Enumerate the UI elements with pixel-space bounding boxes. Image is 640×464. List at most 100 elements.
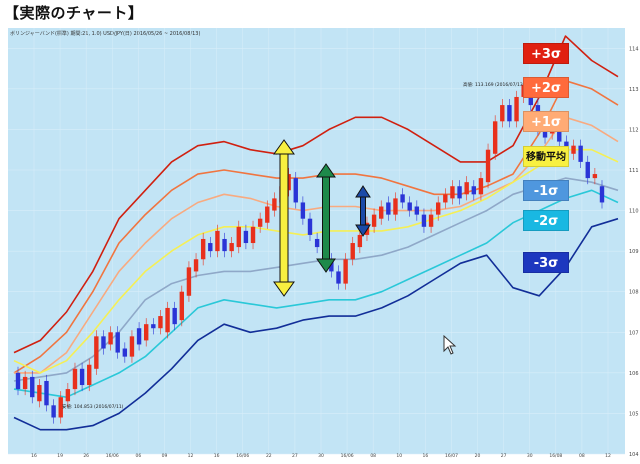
candle-body (492, 121, 498, 154)
candle-body (599, 186, 605, 203)
candle-body (471, 186, 477, 195)
chart-area: ボリンジャーバンド(標準) 期間:21, 1.0) USD/JPY(日) 201… (0, 24, 640, 460)
x-tick-label: 16/06 (106, 453, 119, 459)
candle-body (464, 182, 469, 195)
candle-body (272, 198, 277, 211)
x-tick-label: 16 (214, 453, 220, 459)
x-tick-label: 19 (57, 453, 63, 459)
x-tick-label: 08 (579, 453, 585, 459)
candle-body (193, 259, 199, 272)
candle-body (507, 105, 512, 122)
candle-body (115, 332, 120, 353)
x-tick-label: 12 (188, 453, 194, 459)
candle-body (158, 316, 163, 329)
candle-body (478, 178, 484, 195)
x-tick-label: 08 (370, 453, 376, 459)
candle-body (208, 243, 213, 252)
y-tick-label: 111 (629, 168, 639, 174)
x-tick-label: 06 (135, 453, 141, 459)
band-line-minus1sigma (13, 177, 619, 382)
candle-body (165, 307, 170, 333)
candle-body (400, 194, 405, 203)
candle-body (485, 149, 491, 183)
bollinger-chart: ボリンジャーバンド(標準) 期間:21, 1.0) USD/JPY(日) 201… (8, 28, 639, 459)
candle-body (151, 324, 156, 329)
legend-plus3sigma: +3σ (523, 43, 569, 64)
candle-body (250, 226, 256, 244)
candle-body (101, 336, 106, 349)
x-tick-label: 12 (605, 453, 611, 459)
candle-body (265, 206, 270, 223)
candle-body (357, 234, 363, 248)
candle-body (407, 202, 412, 211)
band-line-minus3sigma (13, 217, 619, 431)
x-tick-label: 16/06 (236, 453, 249, 459)
band-line-移動平均 (13, 148, 619, 374)
y-tick-label: 108 (629, 290, 639, 296)
candle-body (350, 243, 355, 260)
candle-body (414, 206, 420, 215)
y-tick-label: 106 (629, 371, 639, 377)
arrow-3sigma (273, 139, 295, 297)
candle-body (421, 214, 427, 227)
candle-body (393, 198, 398, 215)
candle-body (450, 186, 455, 199)
candle-body (22, 376, 28, 390)
band-line-plus1sigma (14, 116, 619, 374)
legend-minus1sigma: -1σ (523, 180, 569, 201)
x-tick-label: 16 (31, 453, 37, 459)
candle-body (257, 218, 263, 227)
candle-body (500, 105, 505, 122)
candle-body (300, 202, 306, 219)
page-title: 【実際のチャート】 (4, 4, 144, 22)
candle-body (44, 380, 49, 406)
x-tick-label: 27 (292, 453, 298, 459)
arrow-2sigma (316, 163, 336, 273)
y-tick-label: 114 (629, 46, 639, 52)
candle-body (557, 125, 562, 142)
chart-header: ボリンジャーバンド(標準) 期間:21, 1.0) USD/JPY(日) 201… (10, 30, 200, 37)
bollinger-bands (13, 35, 619, 431)
candle-body (72, 368, 78, 390)
low-annotation: 安値: 104.853 (2016/07/11) (62, 403, 124, 410)
candle-body (79, 368, 85, 386)
x-tick-label: 30 (527, 453, 533, 459)
band-line-plus3sigma (13, 35, 619, 354)
candle-body (443, 194, 448, 203)
legend-plus2sigma: +2σ (523, 77, 569, 98)
candle-body (179, 291, 185, 321)
x-tick-label: 16 (422, 453, 428, 459)
band-line-minus2sigma (13, 189, 619, 399)
legend-moving-average: 移動平均 (523, 146, 569, 167)
candle-body (215, 230, 220, 252)
candle-body (200, 238, 206, 260)
x-tick-label: 10 (396, 453, 402, 459)
candle-body (379, 206, 384, 219)
candle-body (94, 336, 99, 369)
y-tick-label: 109 (629, 249, 639, 255)
candle-body (592, 174, 598, 179)
candle-body (286, 174, 291, 191)
arrow-1sigma (355, 185, 371, 237)
y-tick-label: 104 (629, 452, 639, 458)
x-tick-label: 26 (83, 453, 89, 459)
x-tick-label: 22 (266, 453, 272, 459)
legend-minus2sigma: -2σ (523, 210, 569, 231)
candle-body (136, 328, 142, 345)
candle-body (585, 161, 590, 179)
candle-body (435, 202, 441, 215)
candle-body (30, 376, 35, 398)
x-tick-label: 16/06 (341, 453, 354, 459)
high-annotation: 高値: 113.169 (2016/07/13) (463, 81, 525, 88)
candle-body (236, 226, 241, 248)
candle-body (143, 324, 149, 341)
candle-body (229, 243, 234, 252)
candle-body (37, 385, 42, 402)
x-tick-label: 30 (318, 453, 324, 459)
candle-body (15, 372, 21, 390)
candle-body (243, 230, 249, 244)
candle-body (329, 259, 334, 272)
candle-body (578, 145, 583, 162)
y-tick-label: 105 (629, 411, 639, 417)
candle-body (51, 405, 56, 418)
